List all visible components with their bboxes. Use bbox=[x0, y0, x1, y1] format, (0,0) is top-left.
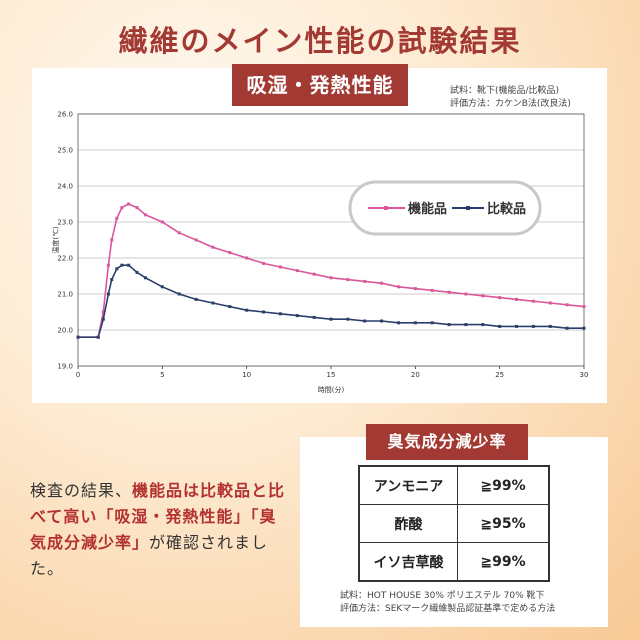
note-method: 評価方法：SEKマーク繊維製品認証基準で定める方法 bbox=[340, 604, 556, 614]
result-text-tail: が確認されました。 bbox=[30, 533, 269, 578]
note-method: 評価方法：カケンB法(改良法) bbox=[450, 99, 571, 109]
odor-reduction-table: アンモニア ≧99% 酢酸 ≧95% イソ吉草酸 ≧99% bbox=[358, 465, 550, 582]
odor-value: ≧99% bbox=[457, 465, 550, 505]
note-sample: 試料：靴下(機能品/比較品) bbox=[450, 86, 560, 96]
test-note-1: 試料：靴下(機能品/比較品) 評価方法：カケンB法(改良法) bbox=[450, 85, 571, 111]
result-text: 検査の結果、機能品は比較品と比べて高い「吸湿・発熱性能」「臭気成分減少率」が確認… bbox=[30, 478, 290, 582]
section-badge-absorption: 吸湿・発熱性能 bbox=[232, 64, 408, 106]
table-row: 酢酸 ≧95% bbox=[358, 504, 550, 543]
table-row: アンモニア ≧99% bbox=[358, 465, 550, 505]
table-row: イソ吉草酸 ≧99% bbox=[358, 542, 550, 582]
odor-value: ≧95% bbox=[457, 504, 550, 543]
odor-label: イソ吉草酸 bbox=[358, 542, 458, 582]
test-note-2: 試料：HOT HOUSE 30% ポリエステル 70% 靴下 評価方法：SEKマ… bbox=[340, 590, 555, 616]
section-badge-odor: 臭気成分減少率 bbox=[366, 424, 528, 460]
result-text-highlight: 機能品は比較品と比べて高い「吸湿・発熱性能」「臭気成分減少率」 bbox=[30, 481, 286, 552]
result-text-lead: 検査の結果、 bbox=[30, 481, 133, 500]
page-title: 繊維のメイン性能の試験結果 bbox=[118, 24, 522, 58]
note-sample: 試料：HOT HOUSE 30% ポリエステル 70% 靴下 bbox=[340, 591, 545, 601]
odor-label: 酢酸 bbox=[358, 504, 458, 543]
odor-value: ≧99% bbox=[457, 542, 550, 582]
odor-label: アンモニア bbox=[358, 465, 458, 505]
chart-panel bbox=[32, 68, 607, 403]
